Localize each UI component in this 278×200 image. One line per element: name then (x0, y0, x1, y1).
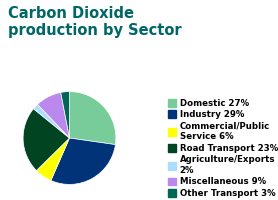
Text: Carbon Dioxide
production by Sector: Carbon Dioxide production by Sector (8, 6, 182, 38)
Wedge shape (36, 138, 70, 181)
Legend: Domestic 27%, Industry 29%, Commercial/Public
Service 6%, Road Transport 23%, Ag: Domestic 27%, Industry 29%, Commercial/P… (168, 99, 278, 198)
Wedge shape (23, 109, 70, 171)
Wedge shape (38, 92, 70, 138)
Wedge shape (33, 104, 70, 138)
Wedge shape (51, 138, 115, 184)
Wedge shape (70, 92, 116, 145)
Wedge shape (61, 92, 70, 138)
